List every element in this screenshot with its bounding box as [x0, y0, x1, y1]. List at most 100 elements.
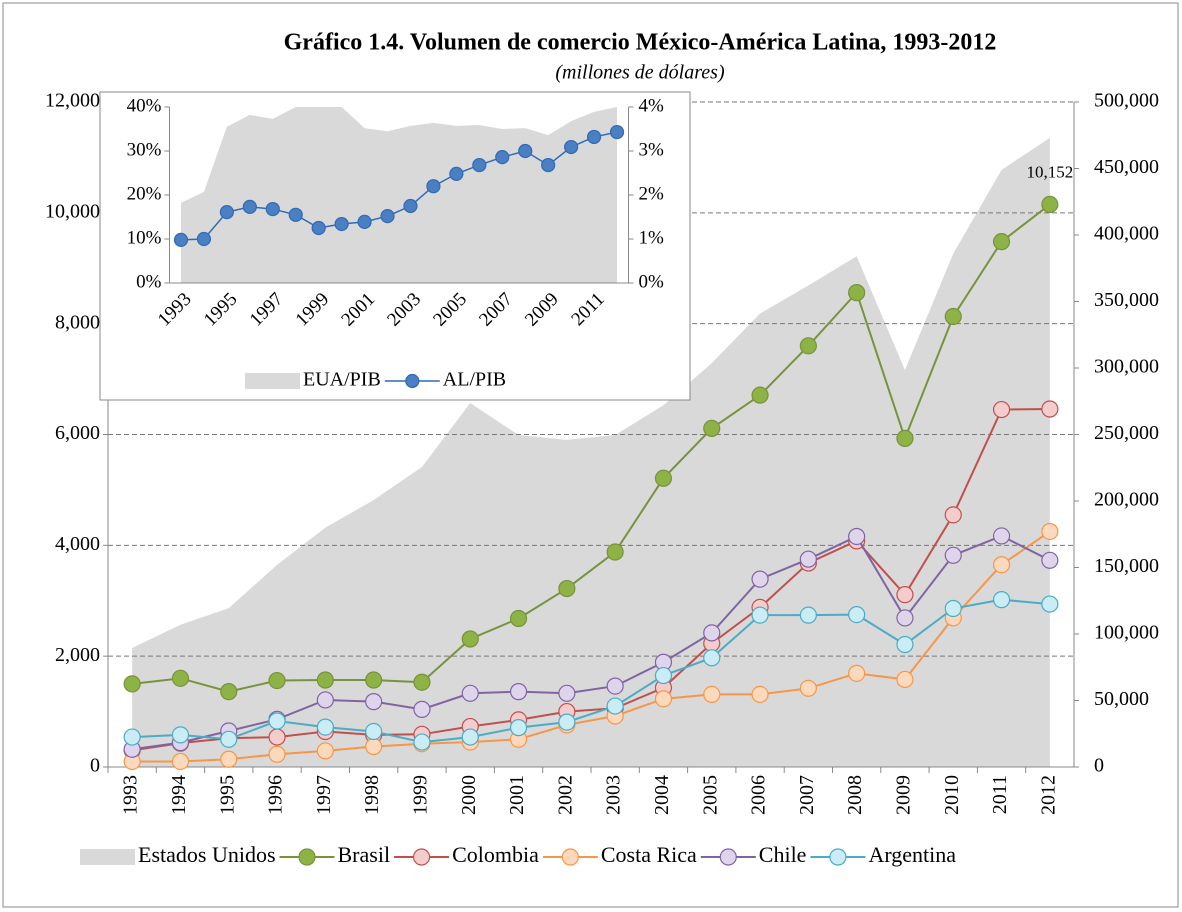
x-tick-label: 2005: [699, 775, 721, 815]
y-tick-label: 10%: [127, 227, 162, 248]
x-tick-label: 2011: [989, 775, 1011, 814]
marker: [703, 649, 721, 667]
x-tick-label: 2002: [554, 775, 576, 815]
marker: [268, 712, 286, 730]
legend-label: Colombia: [452, 842, 539, 867]
legend-swatch: [245, 373, 300, 389]
x-tick-label: 2010: [941, 775, 963, 815]
legend-label: Brasil: [338, 842, 391, 867]
marker: [518, 143, 533, 159]
marker: [461, 728, 479, 746]
x-tick-label: 2003: [603, 775, 625, 815]
marker: [316, 671, 334, 689]
y2-tick-label: 150,000: [1094, 555, 1159, 577]
y2-tick-label: 2%: [639, 183, 665, 204]
y2-tick-label: 1%: [639, 227, 665, 248]
marker: [220, 683, 238, 701]
marker: [461, 684, 479, 702]
marker: [944, 506, 962, 524]
marker: [171, 752, 190, 771]
marker: [558, 684, 576, 702]
y-tick-label: 0%: [136, 271, 162, 292]
marker: [541, 157, 556, 173]
marker: [751, 386, 769, 404]
marker: [509, 719, 528, 737]
y2-tick-label: 400,000: [1094, 223, 1159, 245]
marker: [586, 129, 602, 145]
marker: [703, 624, 721, 642]
legend-label: EUA/PIB: [303, 369, 381, 391]
marker: [268, 745, 286, 763]
x-tick-label: 1994: [168, 775, 190, 815]
marker: [288, 207, 303, 222]
marker: [268, 728, 286, 746]
marker: [413, 700, 431, 718]
legend-label: Estados Unidos: [138, 842, 276, 867]
marker: [1041, 595, 1059, 613]
marker: [311, 220, 326, 236]
x-tick-label: 2001: [506, 775, 528, 815]
marker: [703, 685, 721, 704]
y-tick-label: 30%: [127, 139, 162, 160]
marker: [609, 124, 625, 140]
y-tick-label: 20%: [127, 183, 162, 204]
marker: [606, 697, 624, 715]
marker: [799, 679, 817, 697]
marker: [558, 579, 576, 598]
data-label: 10,152: [1026, 162, 1073, 181]
marker: [173, 232, 189, 247]
marker: [606, 543, 624, 561]
marker: [799, 550, 817, 568]
marker: [380, 209, 395, 224]
marker: [357, 214, 372, 229]
marker: [334, 216, 349, 232]
area: [180, 107, 618, 283]
x-tick-label: 2012: [1037, 775, 1059, 815]
marker: [654, 666, 673, 685]
y-tick-label: 10,000: [45, 200, 100, 222]
marker: [365, 737, 383, 756]
marker: [461, 630, 479, 648]
legend-label: Chile: [759, 842, 807, 867]
marker: [992, 233, 1011, 251]
marker: [316, 691, 334, 709]
marker: [265, 201, 280, 217]
y2-tick-label: 450,000: [1094, 156, 1159, 178]
marker: [316, 718, 334, 736]
y-tick-label: 0: [90, 755, 100, 777]
marker: [992, 527, 1011, 545]
y-tick-label: 40%: [127, 95, 162, 116]
marker: [848, 284, 866, 302]
marker: [799, 337, 817, 355]
x-tick-label: 2000: [458, 775, 480, 815]
x-tick-label: 2009: [893, 775, 915, 815]
marker: [799, 606, 817, 624]
chart-subtitle: (millones de dólares): [555, 62, 725, 84]
marker: [848, 664, 866, 682]
marker: [944, 307, 962, 326]
marker: [751, 685, 769, 704]
marker: [220, 730, 238, 748]
legend-marker: [412, 848, 431, 866]
y2-tick-label: 0%: [639, 271, 665, 292]
x-tick-label: 2006: [748, 775, 770, 815]
marker: [944, 599, 962, 618]
marker: [654, 690, 673, 708]
legend-marker: [719, 848, 737, 866]
y-tick-label: 6,000: [55, 422, 100, 444]
legend-marker: [405, 373, 420, 389]
marker: [403, 198, 418, 214]
marker: [1041, 400, 1059, 418]
marker: [242, 199, 257, 214]
x-tick-label: 2004: [651, 775, 673, 815]
y2-tick-label: 350,000: [1094, 289, 1159, 311]
marker: [472, 157, 487, 173]
y2-tick-label: 250,000: [1094, 422, 1159, 444]
y-tick-label: 2,000: [55, 644, 100, 666]
marker: [896, 586, 914, 604]
x-tick-label: 2007: [796, 775, 818, 815]
y2-tick-label: 100,000: [1094, 622, 1159, 644]
marker: [558, 713, 576, 731]
marker: [992, 591, 1011, 609]
y2-tick-label: 300,000: [1094, 356, 1159, 378]
